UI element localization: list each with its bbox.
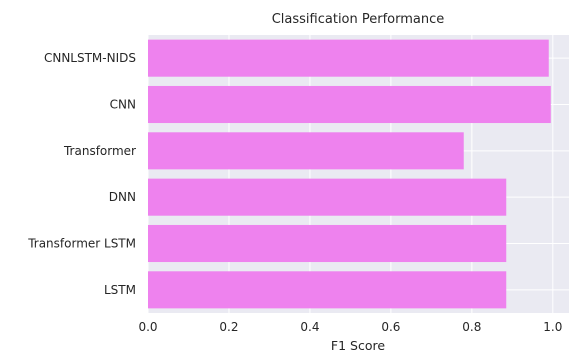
y-tick-label: CNN (110, 98, 136, 112)
chart-title: Classification Performance (272, 12, 445, 27)
y-tick-labels: CNNLSTM-NIDS CNN Transformer DNN Transformer… (27, 51, 136, 297)
y-tick-label: Transformer (63, 144, 136, 158)
bars (148, 39, 551, 309)
bar (148, 178, 507, 216)
x-tick-label: 0.6 (381, 320, 400, 334)
bar (148, 271, 507, 309)
bar (148, 39, 549, 77)
x-tick-label: 0.0 (138, 320, 157, 334)
x-tick-label: 0.4 (300, 320, 319, 334)
bar (148, 224, 507, 263)
x-tick-label: 0.2 (219, 320, 238, 334)
plot-area (148, 35, 569, 313)
y-tick-label: LSTM (104, 283, 136, 297)
y-tick-label: DNN (109, 190, 136, 204)
bar (148, 85, 551, 124)
x-tick-labels: 0.0 0.2 0.4 0.6 0.8 1.0 (138, 320, 562, 334)
y-tick-label: Transformer LSTM (27, 237, 136, 251)
x-axis-label: F1 Score (331, 338, 385, 353)
x-tick-label: 0.8 (462, 320, 481, 334)
bar (148, 132, 464, 170)
x-tick-label: 1.0 (543, 320, 562, 334)
y-tick-label: CNNLSTM-NIDS (44, 51, 136, 65)
